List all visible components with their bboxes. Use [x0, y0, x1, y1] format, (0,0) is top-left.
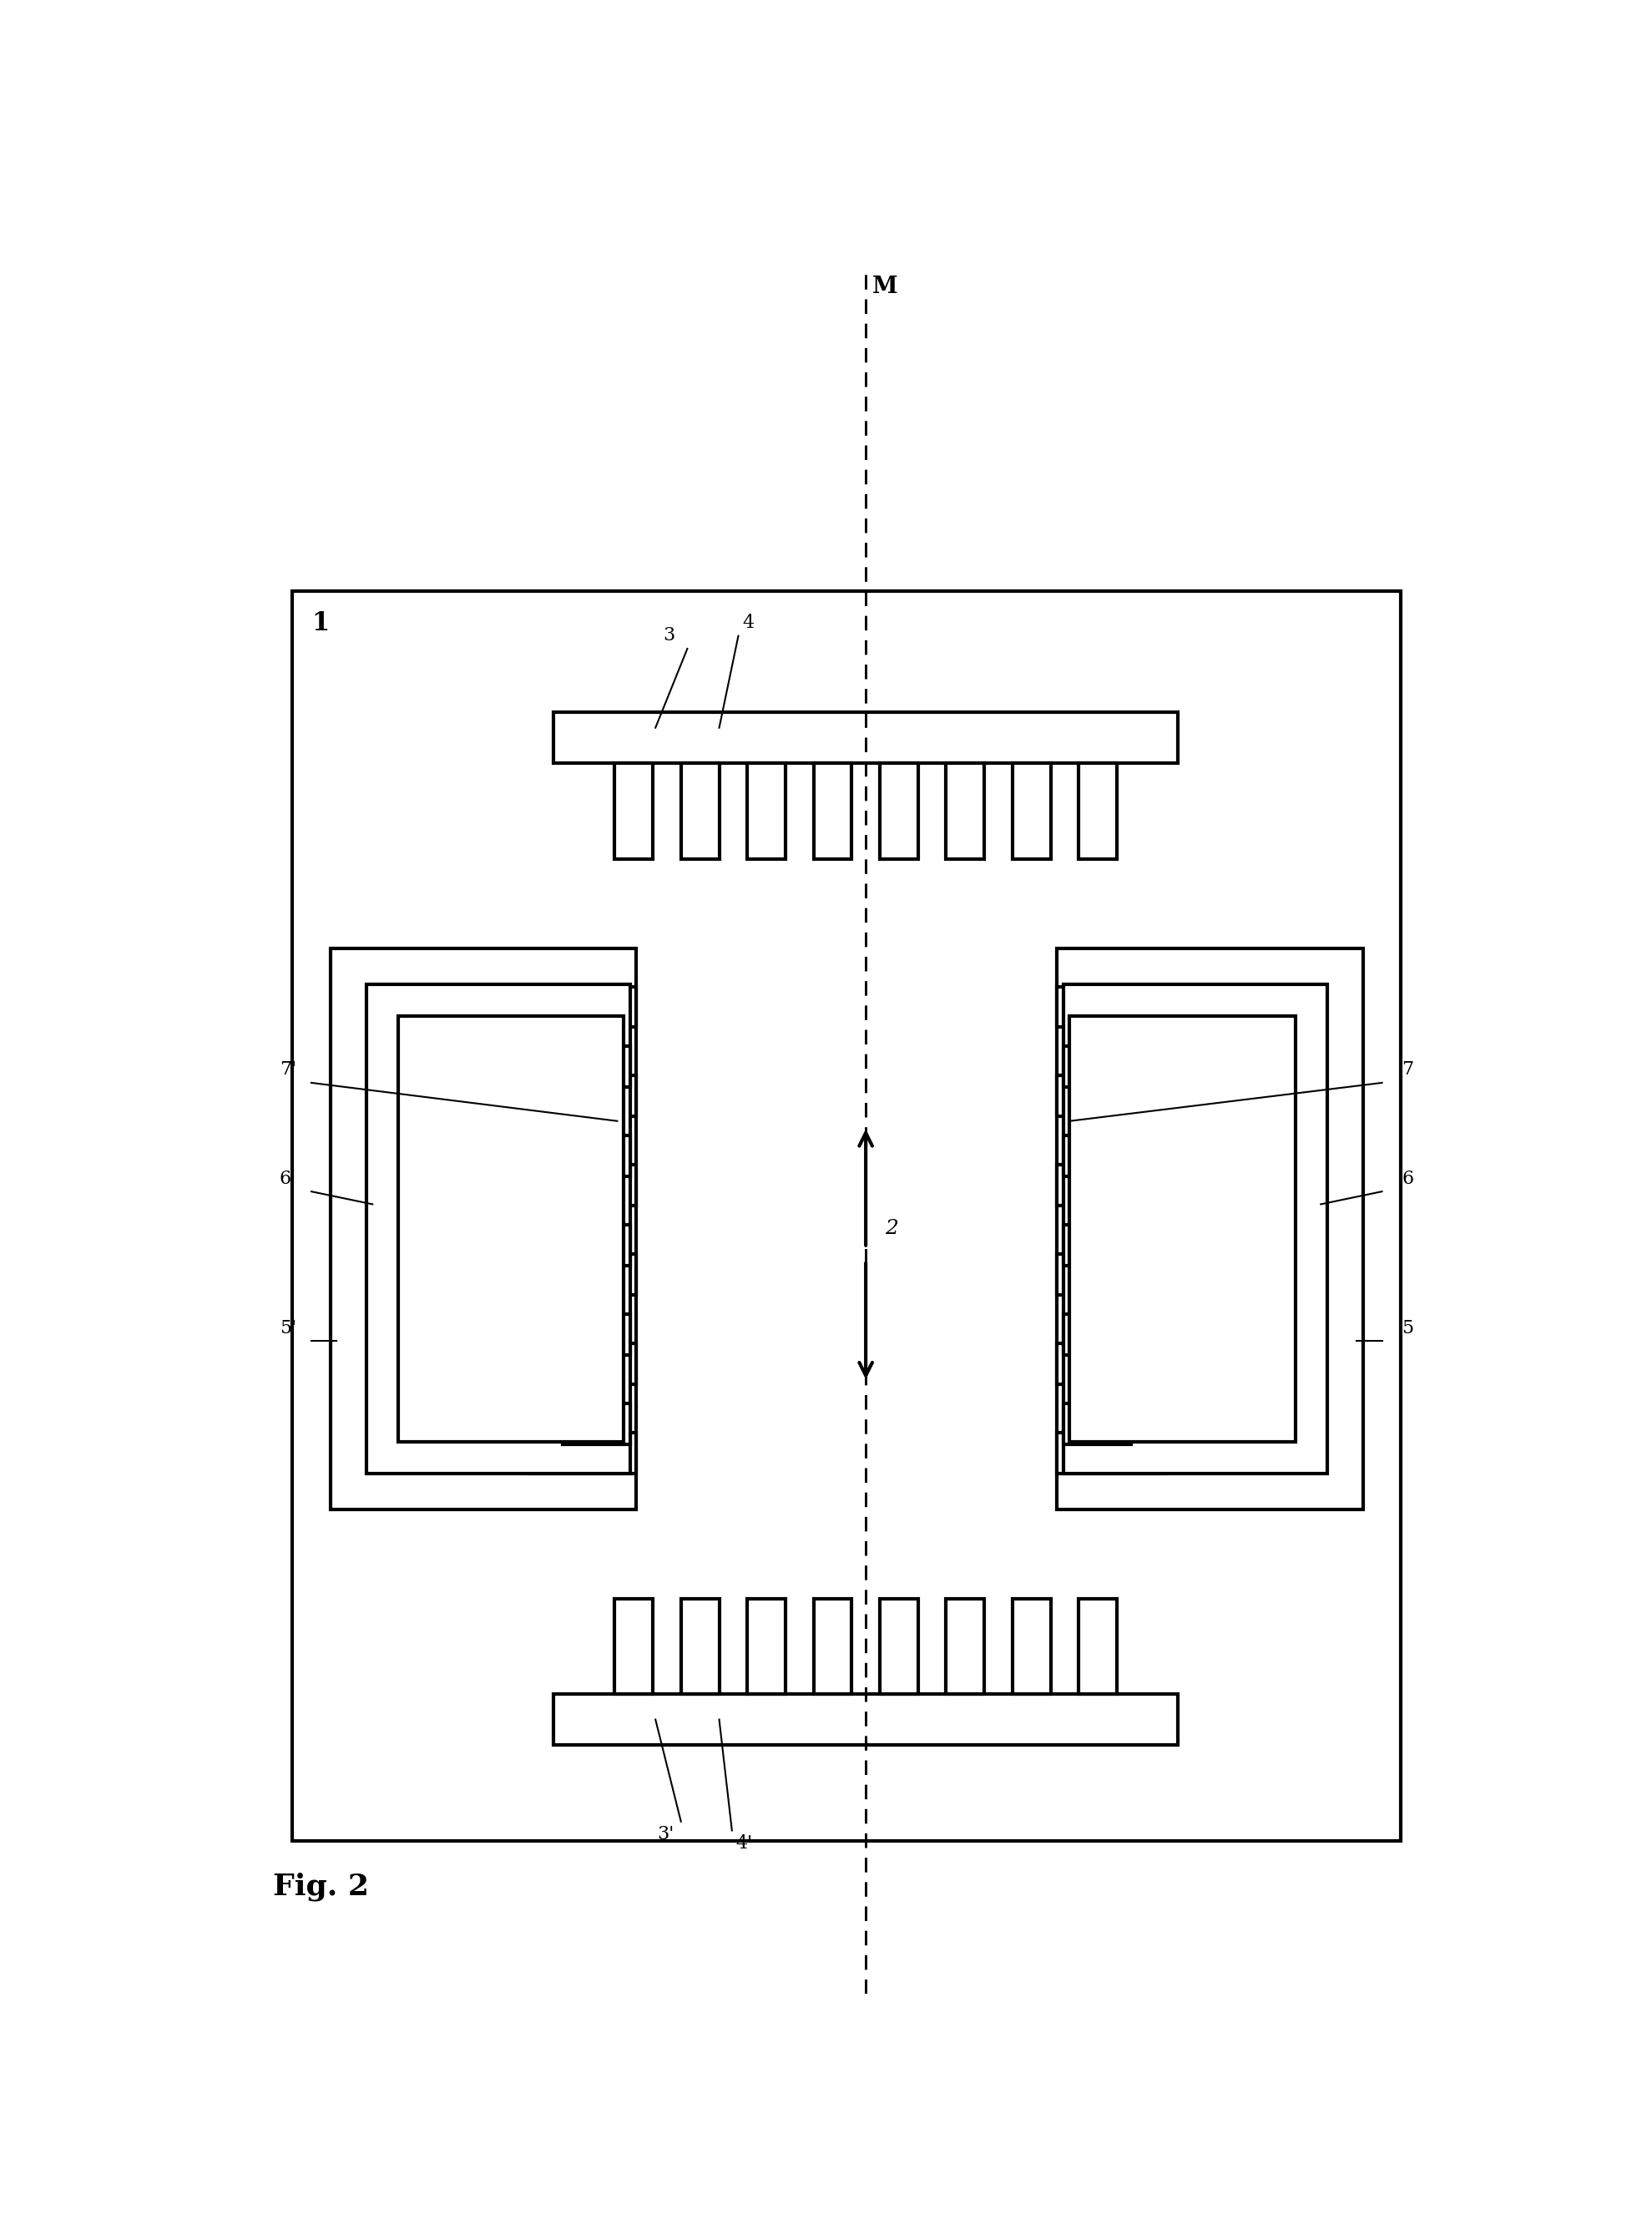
Bar: [562, 1315, 629, 1355]
Bar: [562, 1225, 629, 1266]
Bar: [881, 764, 919, 858]
Bar: [615, 764, 653, 858]
Text: Fig. 2: Fig. 2: [273, 1873, 368, 1902]
Bar: [747, 764, 785, 858]
Bar: [1057, 1434, 1165, 1474]
Bar: [747, 1599, 785, 1693]
Bar: [615, 1599, 653, 1693]
Bar: [529, 1075, 636, 1116]
Bar: [1057, 986, 1165, 1028]
Bar: [1064, 983, 1327, 1474]
Bar: [1064, 1046, 1132, 1086]
Bar: [529, 1254, 636, 1295]
Bar: [1057, 1254, 1165, 1295]
Bar: [367, 983, 629, 1474]
Bar: [681, 1599, 719, 1693]
Bar: [947, 1599, 985, 1693]
Bar: [681, 764, 719, 858]
Text: 6': 6': [279, 1169, 296, 1187]
Text: 3': 3': [657, 1826, 674, 1844]
Bar: [553, 1693, 1178, 1745]
Bar: [1079, 1599, 1117, 1693]
Bar: [813, 764, 852, 858]
Text: 7: 7: [1403, 1060, 1414, 1080]
Bar: [813, 1599, 852, 1693]
Text: M: M: [872, 276, 897, 298]
Bar: [1064, 1315, 1132, 1355]
Bar: [1064, 1136, 1132, 1176]
Bar: [1057, 1075, 1165, 1116]
Bar: [529, 1434, 636, 1474]
Bar: [1057, 1165, 1165, 1205]
Bar: [553, 712, 1178, 764]
Text: 4: 4: [742, 614, 753, 632]
Bar: [1070, 1015, 1295, 1443]
Text: 1: 1: [311, 612, 329, 636]
Text: 5': 5': [279, 1319, 296, 1337]
Text: 2: 2: [885, 1219, 899, 1239]
Text: 7': 7': [279, 1060, 296, 1080]
Bar: [1013, 764, 1051, 858]
Text: 3: 3: [662, 627, 674, 645]
Text: 4': 4': [735, 1835, 753, 1852]
Bar: [529, 986, 636, 1028]
Bar: [398, 1015, 623, 1443]
Bar: [330, 948, 636, 1510]
Bar: [881, 1599, 919, 1693]
Bar: [947, 764, 985, 858]
Bar: [1064, 1225, 1132, 1266]
Text: 5: 5: [1403, 1319, 1414, 1337]
Bar: [1057, 1344, 1165, 1384]
Bar: [1064, 1404, 1132, 1445]
Bar: [292, 591, 1401, 1841]
Bar: [529, 1165, 636, 1205]
Bar: [529, 1344, 636, 1384]
Text: 6: 6: [1403, 1169, 1414, 1187]
Bar: [562, 1136, 629, 1176]
Bar: [1057, 948, 1363, 1510]
Bar: [1079, 764, 1117, 858]
Bar: [1013, 1599, 1051, 1693]
Bar: [562, 1404, 629, 1445]
Bar: [562, 1046, 629, 1086]
